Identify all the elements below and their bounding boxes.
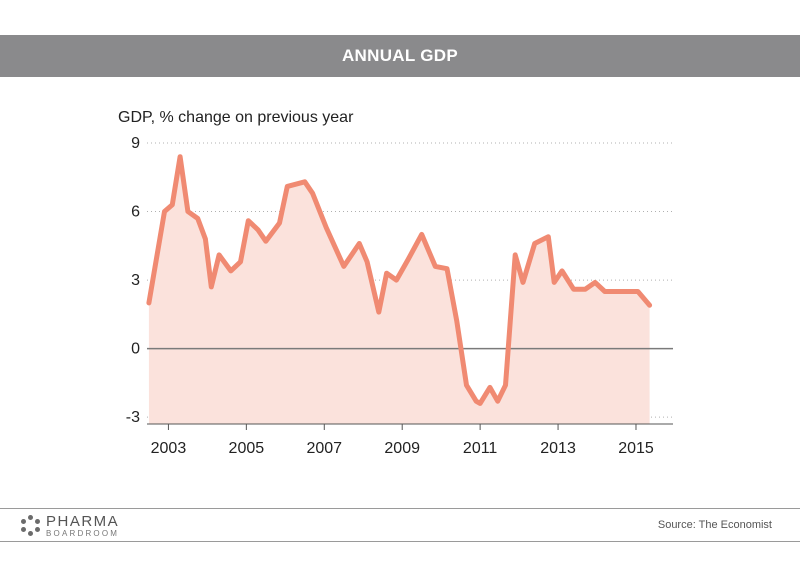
chart-title: ANNUAL GDP: [341, 46, 459, 65]
x-tick-label: 2013: [540, 440, 576, 457]
logo-sub-text: BOARDROOM: [46, 529, 120, 538]
y-tick-label: 6: [131, 204, 140, 221]
area-fill: [148, 156, 650, 424]
area-layer: [148, 156, 650, 424]
line-layer: [146, 154, 653, 406]
logo-main-text: PHARMA: [46, 513, 120, 530]
x-tick-label: 2011: [463, 440, 498, 457]
y-axis-label: GDP, % change on previous year: [118, 109, 354, 126]
chart-title-bar: ANNUAL GDP: [0, 35, 800, 77]
axis-layer: [147, 347, 673, 425]
y-tick-label: 9: [131, 135, 140, 152]
y-tick-label: 0: [131, 341, 140, 358]
gdp-series-line: [146, 154, 653, 406]
tick-layer: 9 6 3 0 -3 2003 2005 2007 2009 2011 2013 2015: [126, 135, 654, 457]
pharmaboardroom-logo: PHARMA BOARDROOM: [20, 514, 119, 538]
footer-bottom-rule: [0, 541, 800, 542]
x-tick-label: 2015: [618, 440, 654, 457]
y-tick-label: -3: [126, 409, 140, 426]
x-tick-label: 2005: [229, 440, 265, 457]
source-note: Source: The Economist: [657, 519, 772, 531]
y-tick-label: 3: [131, 272, 140, 289]
x-tick-label: 2003: [151, 440, 187, 457]
footer-top-rule: [0, 508, 800, 509]
x-tick-label: 2009: [384, 440, 420, 457]
x-tick-label: 2007: [306, 440, 342, 457]
logo-dots-icon: [20, 515, 42, 537]
